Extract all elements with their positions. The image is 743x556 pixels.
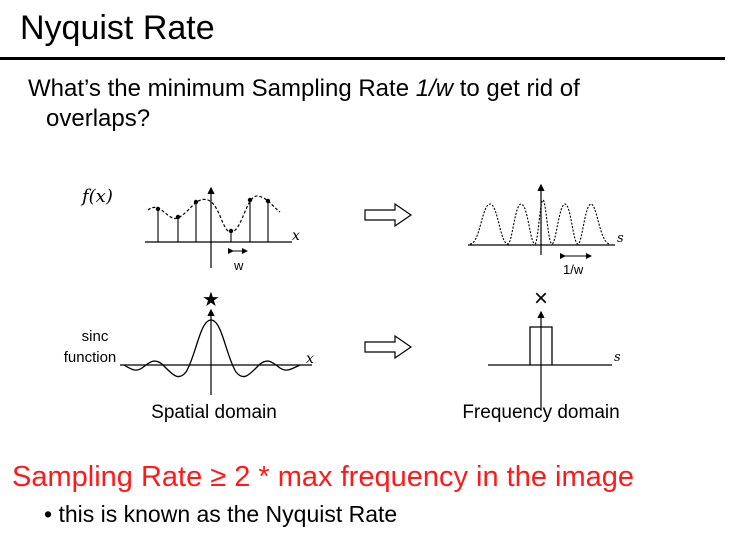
sinc-x-label: x [306,351,314,367]
transform-arrow-bottom [364,334,413,360]
sample-dots [155,197,271,234]
sinc-label-line2: function [64,349,117,366]
inv-w-label: 1/w [563,262,584,277]
question-text: What’s the minimum Sampling Rate 1/w to … [28,74,718,134]
nyquist-bullet: • this is known as the Nyquist Rate [44,501,398,527]
title-rule [0,57,725,60]
sample-lines [157,200,269,242]
sinc-plot: sinc function x [64,308,314,395]
box-filter-plot: s [488,310,621,410]
multiply-symbol: × [534,285,548,312]
signal-curve [147,195,281,233]
x-axis-label: x [292,228,300,244]
nyquist-statement: Sampling Rate ≥ 2 * max frequency in the… [12,461,635,493]
convolve-symbol: ★ [202,289,220,311]
frequency-domain-caption: Frequency domain [462,402,619,423]
sampling-diagram: f(x) x w [64,183,624,423]
replicated-spectra [469,199,611,245]
sampling-figure: f(x) x w [0,160,743,450]
question-end: overlaps? [46,105,151,132]
question-mid: to get rid of [453,75,580,102]
slide-title: Nyquist Rate [20,9,215,47]
sinc-curve [123,319,301,378]
box-s-label: s [614,350,621,365]
box-filter [529,326,553,365]
spatial-domain-caption: Spatial domain [151,402,277,423]
sampled-signal-plot: f(x) x w [80,186,300,273]
sinc-label-line1: sinc [82,328,109,345]
transform-arrow-top [364,202,413,228]
fx-label: f(x) [80,186,113,207]
question-variable: 1/w [415,75,454,102]
w-label: w [233,258,244,273]
question-pre: What’s the minimum Sampling Rate [28,75,416,102]
s-axis-label: s [617,231,624,246]
sampled-spectrum-plot: s 1/w [468,183,624,277]
